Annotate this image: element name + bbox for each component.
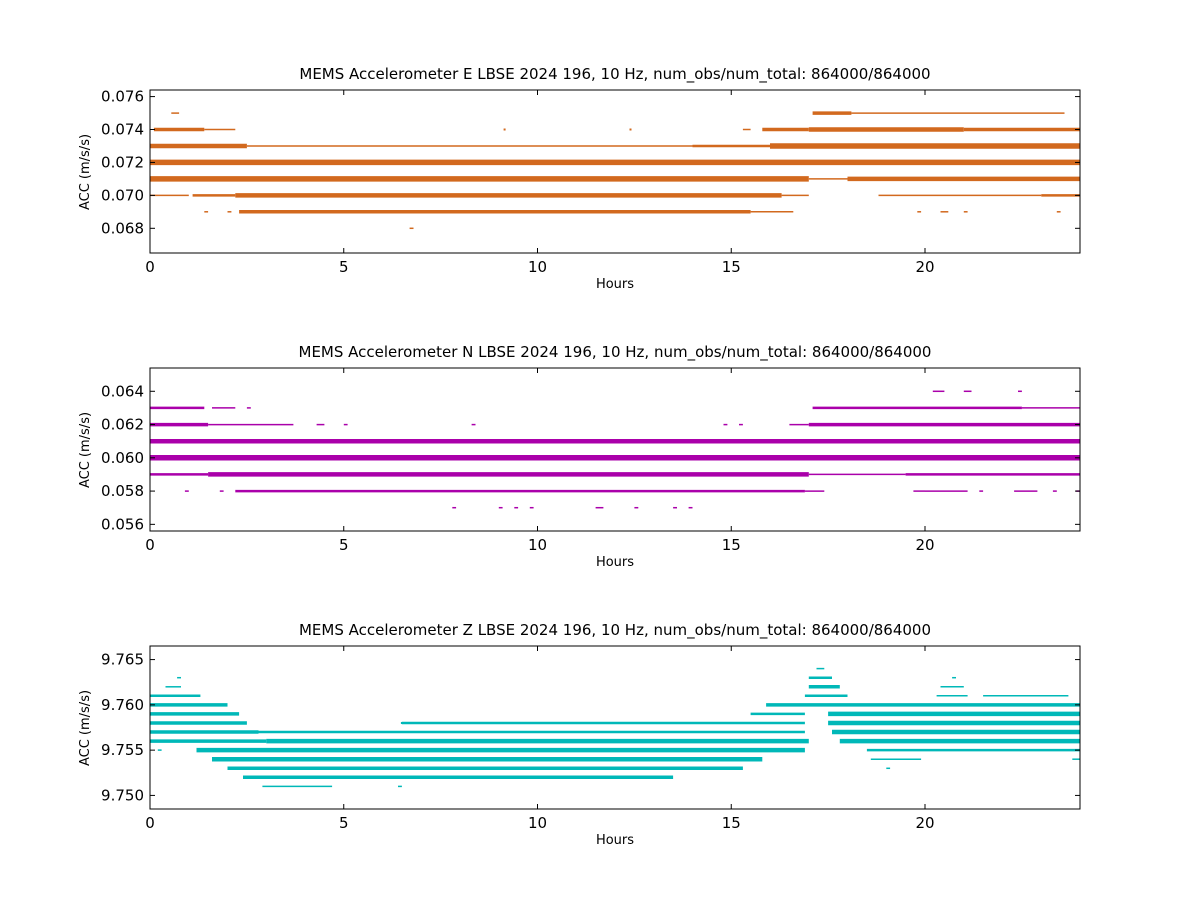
y-axis-label: ACC (m/s/s) <box>78 134 93 210</box>
x-axis-label: Hours <box>596 833 634 848</box>
plot-frame <box>149 367 1081 532</box>
x-tick-label: 10 <box>528 814 547 832</box>
x-axis-label: Hours <box>596 277 634 292</box>
axis-ticks: 0 5 10 15 20 0.068 0.070 0.072 0.074 0.076 <box>101 88 1080 276</box>
x-tick-label: 20 <box>915 536 934 554</box>
y-tick-label: 0.062 <box>101 416 144 434</box>
x-tick-label: 15 <box>722 536 741 554</box>
chart-title: MEMS Accelerometer E LBSE 2024 196, 10 H… <box>299 65 930 84</box>
y-tick-label: 0.070 <box>101 186 144 204</box>
x-tick-label: 10 <box>528 258 547 276</box>
axis-ticks: 0 5 10 15 20 9.750 9.755 9.760 9.765 <box>101 646 1080 832</box>
y-tick-label: 0.056 <box>101 515 144 533</box>
x-tick-label: 5 <box>339 536 349 554</box>
x-axis-label: Hours <box>596 555 634 570</box>
y-tick-label: 9.755 <box>101 741 144 759</box>
data-point <box>629 128 632 131</box>
plot-frame <box>149 645 1081 810</box>
x-tick-label: 10 <box>528 536 547 554</box>
data-point <box>503 128 506 131</box>
axis-ticks: 0 5 10 15 20 0.056 0.058 0.060 0.062 0.064 <box>101 368 1080 554</box>
data-marks <box>150 667 1080 788</box>
data-marks <box>150 390 1080 509</box>
data-point <box>478 722 481 724</box>
data-marks <box>150 111 1080 230</box>
plot-frame <box>149 89 1081 254</box>
y-tick-label: 0.060 <box>101 449 144 467</box>
y-tick-label: 9.765 <box>101 651 144 669</box>
y-tick-label: 0.072 <box>101 153 144 171</box>
y-tick-label: 0.068 <box>101 219 144 237</box>
y-tick-label: 0.074 <box>101 121 144 139</box>
x-tick-label: 15 <box>722 814 741 832</box>
x-tick-label: 5 <box>339 258 349 276</box>
x-tick-label: 0 <box>145 258 155 276</box>
data-point <box>400 722 403 724</box>
x-tick-label: 0 <box>145 814 155 832</box>
chart-panel-n: MEMS Accelerometer N LBSE 2024 196, 10 H… <box>78 343 1081 570</box>
x-tick-label: 0 <box>145 536 155 554</box>
x-tick-label: 15 <box>722 258 741 276</box>
data-point <box>548 722 551 724</box>
chart-title: MEMS Accelerometer Z LBSE 2024 196, 10 H… <box>299 621 931 640</box>
y-tick-label: 9.760 <box>101 696 144 714</box>
y-tick-label: 0.064 <box>101 382 144 400</box>
y-tick-label: 9.750 <box>101 786 144 804</box>
y-tick-label: 0.058 <box>101 482 144 500</box>
chart-panel-z: MEMS Accelerometer Z LBSE 2024 196, 10 H… <box>78 621 1081 848</box>
chart-panel-e: MEMS Accelerometer E LBSE 2024 196, 10 H… <box>78 65 1081 292</box>
y-axis-label: ACC (m/s/s) <box>78 412 93 488</box>
y-axis-label: ACC (m/s/s) <box>78 690 93 766</box>
x-tick-label: 5 <box>339 814 349 832</box>
x-tick-label: 20 <box>915 258 934 276</box>
y-tick-label: 0.076 <box>101 88 144 106</box>
chart-title: MEMS Accelerometer N LBSE 2024 196, 10 H… <box>299 343 932 362</box>
x-tick-label: 20 <box>915 814 934 832</box>
